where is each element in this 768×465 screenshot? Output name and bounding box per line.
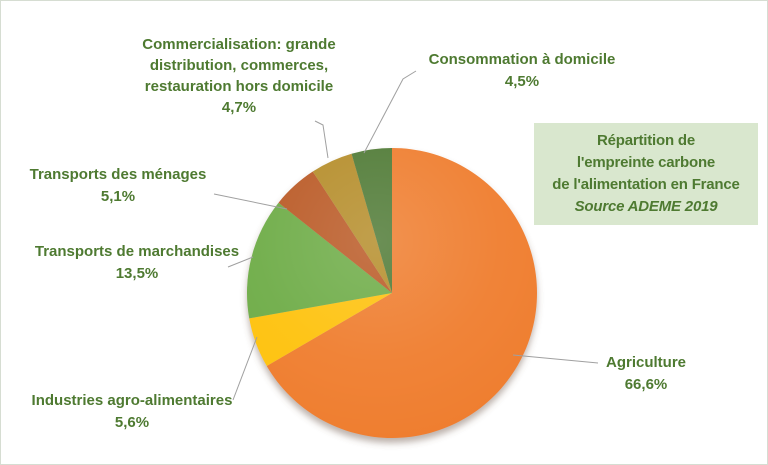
leader-line-agriculture	[512, 354, 599, 364]
label-transports-de-marchandises: Transports de marchandises 13,5%	[27, 241, 247, 285]
leader-line-consommation-a-domicile	[363, 70, 417, 154]
label-marchandises-text: Transports de marchandises	[34, 243, 240, 260]
chart-title-line-2: l'empreinte carbone	[576, 154, 716, 171]
label-commercialisation-value: 4,7%	[221, 99, 257, 116]
label-agriculture-text: Agriculture	[605, 354, 686, 371]
label-menages-text: Transports des ménages	[29, 166, 207, 183]
chart-title-box: Répartition de l'empreinte carbone de l'…	[534, 123, 758, 225]
label-consommation-text: Consommation à domicile	[428, 51, 616, 68]
label-marchandises-value: 13,5%	[115, 265, 159, 282]
leader-lines	[213, 70, 599, 401]
label-industries-agro-alimentaires: Industries agro-alimentaires 5,6%	[21, 390, 243, 434]
pie-gloss-overlay	[247, 148, 537, 438]
leader-line-industries-agro-alimentaires	[232, 336, 258, 401]
chart-source: Source ADEME 2019	[574, 198, 718, 215]
label-industries-text: Industries agro-alimentaires	[31, 392, 233, 409]
leader-line-transports-de-marchandises	[227, 256, 254, 268]
label-agriculture: Agriculture 66,6%	[581, 352, 711, 396]
label-consommation-a-domicile: Consommation à domicile 4,5%	[409, 49, 635, 93]
label-transports-des-menages: Transports des ménages 5,1%	[23, 164, 213, 208]
label-industries-value: 5,6%	[114, 414, 150, 431]
leader-line-commercialisation	[314, 120, 329, 159]
label-menages-value: 5,1%	[100, 188, 136, 205]
chart-title-line-3: de l'alimentation en France	[552, 176, 740, 193]
label-consommation-value: 4,5%	[504, 73, 540, 90]
chart-title-line-1: Répartition de	[596, 132, 696, 149]
label-commercialisation: Commercialisation: grande distribution, …	[113, 34, 365, 118]
leader-line-transports-des-menages	[213, 193, 288, 210]
label-agriculture-value: 66,6%	[624, 376, 668, 393]
label-commercialisation-text: Commercialisation: grande distribution, …	[142, 36, 336, 95]
